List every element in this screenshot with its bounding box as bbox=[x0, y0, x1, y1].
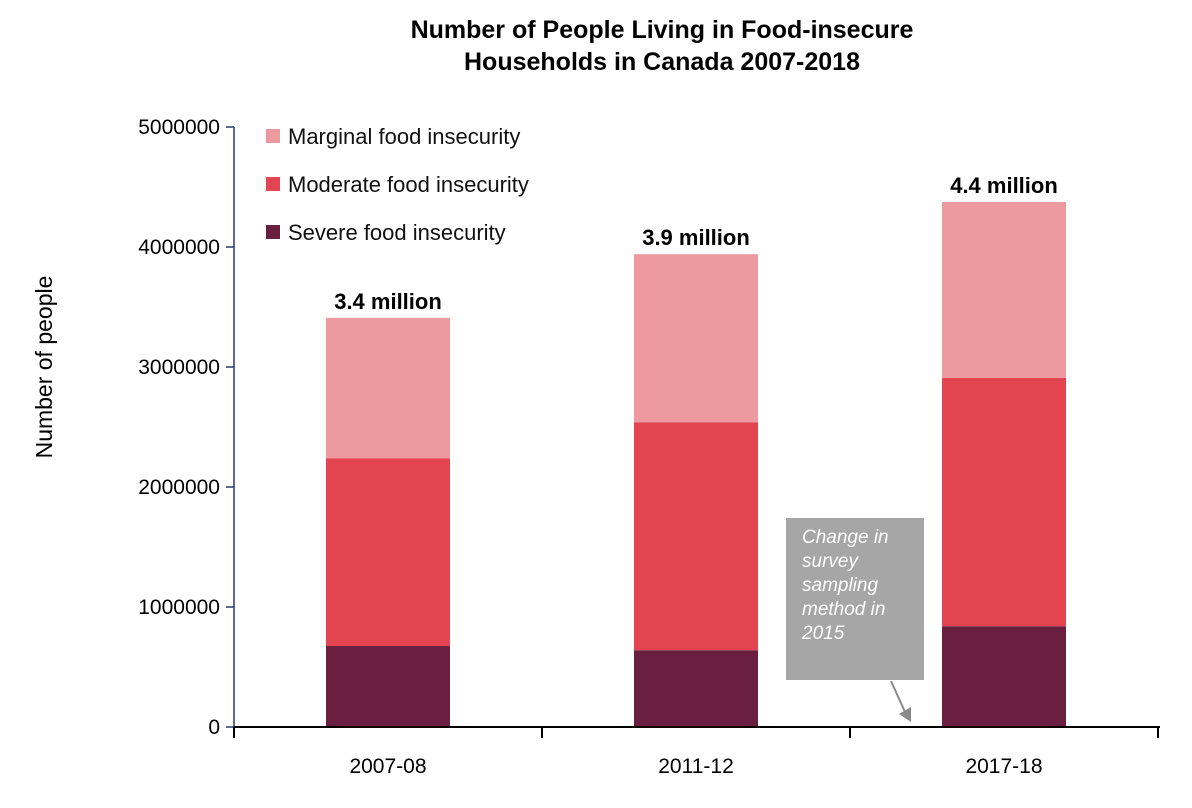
bar-segment-marginal bbox=[634, 254, 758, 423]
annotation-arrow bbox=[890, 680, 906, 713]
legend-swatch bbox=[266, 129, 280, 143]
bar-segment-moderate bbox=[326, 458, 450, 646]
x-tick-label: 2011-12 bbox=[658, 755, 734, 778]
legend-label: Severe food insecurity bbox=[288, 220, 506, 245]
y-tick-label: 3000000 bbox=[138, 356, 220, 379]
legend-swatch bbox=[266, 177, 280, 191]
bar-segment-moderate bbox=[942, 377, 1066, 627]
bar-segment-severe bbox=[942, 626, 1066, 727]
annotation-box: Change in survey sampling method in 2015 bbox=[786, 518, 924, 680]
annotation-arrowhead bbox=[899, 707, 911, 722]
total-data-label: 4.4 million bbox=[950, 173, 1058, 198]
total-data-label: 3.4 million bbox=[334, 289, 442, 314]
y-tick-label: 2000000 bbox=[138, 476, 220, 499]
bar-segment-moderate bbox=[634, 422, 758, 651]
legend-label: Moderate food insecurity bbox=[288, 172, 529, 197]
y-tick-label: 5000000 bbox=[138, 116, 220, 139]
y-tick-label: 4000000 bbox=[138, 236, 220, 259]
y-tick-label: 0 bbox=[208, 716, 220, 739]
y-tick-label: 1000000 bbox=[138, 596, 220, 619]
bar-segment-marginal bbox=[942, 202, 1066, 378]
legend-swatch bbox=[266, 225, 280, 239]
chart-title-line-2: Households in Canada 2007-2018 bbox=[464, 48, 860, 76]
x-tick-label: 2007-08 bbox=[349, 755, 426, 778]
legend-label: Marginal food insecurity bbox=[288, 124, 520, 149]
x-tick-label: 2017-18 bbox=[965, 755, 1042, 778]
chart-title-line-1: Number of People Living in Food-insecure bbox=[411, 16, 914, 44]
total-data-label: 3.9 million bbox=[642, 225, 750, 250]
y-axis-label: Number of people bbox=[31, 276, 57, 459]
bar-segment-marginal bbox=[326, 317, 450, 459]
bar-segment-severe bbox=[326, 646, 450, 727]
bar-segment-severe bbox=[634, 650, 758, 727]
